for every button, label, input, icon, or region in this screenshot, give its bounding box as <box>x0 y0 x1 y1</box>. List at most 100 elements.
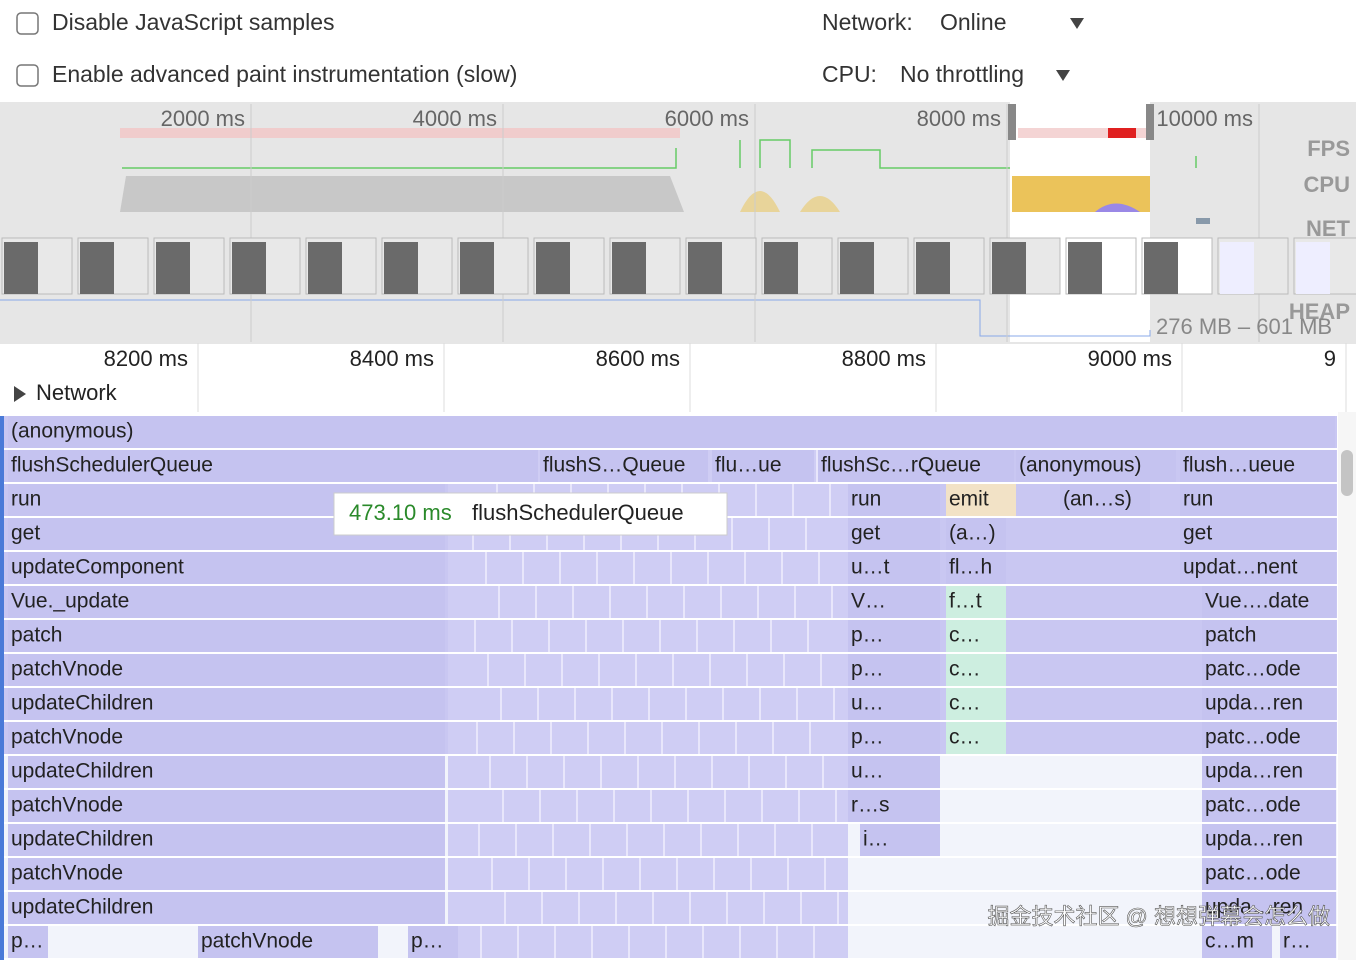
flame-frame[interactable] <box>946 518 1006 550</box>
flame-frame[interactable] <box>848 552 940 584</box>
expand-arrow[interactable] <box>14 386 26 402</box>
flame-frame[interactable] <box>1202 688 1336 720</box>
frame-label: patchVnode <box>11 862 123 885</box>
flame-frame[interactable] <box>712 450 814 482</box>
flame-frame[interactable] <box>848 586 940 618</box>
flame-frame[interactable] <box>198 926 378 958</box>
dropdown-arrow[interactable] <box>1070 18 1084 29</box>
flame-frame[interactable] <box>946 620 1006 652</box>
flame-frame[interactable] <box>8 926 48 958</box>
flame-sliver <box>550 722 552 754</box>
flame-sliver <box>674 756 676 788</box>
frame-label: run <box>851 488 881 511</box>
label[interactable]: Enable advanced paint instrumentation (s… <box>52 61 517 87</box>
frame-label: flushSc…rQueue <box>821 454 981 477</box>
flame-frame[interactable] <box>8 858 445 890</box>
flame-frame[interactable] <box>946 552 1006 584</box>
flame-sliver <box>480 926 482 958</box>
flame-frame[interactable] <box>1202 586 1336 618</box>
track-label[interactable]: Network <box>36 380 118 405</box>
dropdown[interactable]: Online <box>940 9 1006 35</box>
flame-frame[interactable] <box>8 654 445 686</box>
flame-frame[interactable] <box>540 450 708 482</box>
filmstrip-frame <box>4 242 38 294</box>
flame-frame[interactable] <box>946 654 1006 686</box>
flame-frame[interactable] <box>848 654 940 686</box>
flame-frame[interactable] <box>8 892 445 924</box>
flame-frame[interactable] <box>848 620 940 652</box>
flame-sliver <box>711 756 713 788</box>
flame-sliver <box>646 586 648 618</box>
flame-sliver <box>783 654 785 686</box>
frame-label: patchVnode <box>201 930 313 953</box>
flame-frame[interactable] <box>1016 450 1176 482</box>
flame-frame[interactable] <box>1202 620 1336 652</box>
flame-frame[interactable] <box>408 926 458 958</box>
flame-frame[interactable] <box>946 688 1006 720</box>
flame-sliver <box>639 858 641 890</box>
flame-frame[interactable] <box>1202 824 1336 856</box>
flame-frame[interactable] <box>8 756 445 788</box>
flame-frame[interactable] <box>1202 858 1336 890</box>
flame-frame[interactable] <box>1180 484 1336 516</box>
flame-frame[interactable] <box>1060 484 1150 516</box>
flame-frame[interactable] <box>848 790 940 822</box>
flame-frame[interactable] <box>1280 926 1336 958</box>
flame-frame[interactable] <box>848 484 940 516</box>
checkbox[interactable] <box>16 12 39 35</box>
flame-frame[interactable] <box>1202 722 1336 754</box>
flame-frame[interactable] <box>8 586 445 618</box>
flame-sliver <box>696 620 698 652</box>
flame-frame[interactable] <box>848 518 940 550</box>
flame-frame[interactable] <box>1180 518 1336 550</box>
flame-sliver <box>724 790 726 822</box>
flame-frame[interactable] <box>8 450 538 482</box>
flame-frame[interactable] <box>1202 654 1336 686</box>
flame-frame[interactable] <box>860 824 940 856</box>
flame-frame[interactable] <box>8 416 1335 448</box>
frame-label: Vue._update <box>11 590 129 613</box>
flame-frame[interactable] <box>8 552 445 584</box>
flame-frame[interactable] <box>818 450 1014 482</box>
flame-frame[interactable] <box>946 484 1016 516</box>
flame-sliver <box>794 586 796 618</box>
frame-label: emit <box>949 488 989 511</box>
flame-frame[interactable] <box>8 722 445 754</box>
overview-tick: 10000 ms <box>1156 106 1253 131</box>
flame-frame[interactable] <box>1202 926 1272 958</box>
overview-tick: 4000 ms <box>413 106 497 131</box>
filmstrip-frame <box>1296 242 1330 294</box>
dropdown-arrow[interactable] <box>1056 70 1070 81</box>
flame-sliver <box>689 892 691 924</box>
flame-sliver <box>720 586 722 618</box>
flame-frame[interactable] <box>1202 790 1336 822</box>
flame-frame[interactable] <box>848 688 940 720</box>
flame-sliver <box>591 926 593 958</box>
flame-frame[interactable] <box>8 688 445 720</box>
dropdown[interactable]: No throttling <box>900 61 1024 87</box>
flame-frame[interactable] <box>1180 552 1336 584</box>
filmstrip-frame <box>1068 242 1102 294</box>
flame-frame[interactable] <box>848 756 940 788</box>
flame-frame[interactable] <box>1202 756 1336 788</box>
flame-frame[interactable] <box>946 722 1006 754</box>
flame-frame[interactable] <box>848 722 940 754</box>
flame-frame[interactable] <box>1202 892 1336 924</box>
frame-label: patchVnode <box>11 794 123 817</box>
flame-block <box>448 790 848 822</box>
flame-sliver <box>609 586 611 618</box>
flame-sliver <box>650 790 652 822</box>
flame-sliver <box>574 688 576 720</box>
flame-frame[interactable] <box>8 620 445 652</box>
flame-frame[interactable] <box>1180 450 1336 482</box>
flame-frame[interactable] <box>8 824 445 856</box>
flame-sliver <box>733 620 735 652</box>
selection-handle[interactable] <box>1146 104 1154 140</box>
flame-sliver <box>816 450 818 482</box>
flame-sliver <box>596 552 598 584</box>
label[interactable]: Disable JavaScript samples <box>52 9 335 35</box>
selection-handle[interactable] <box>1008 104 1016 140</box>
flame-frame[interactable] <box>8 790 445 822</box>
checkbox[interactable] <box>16 64 39 87</box>
flame-frame[interactable] <box>946 586 1006 618</box>
